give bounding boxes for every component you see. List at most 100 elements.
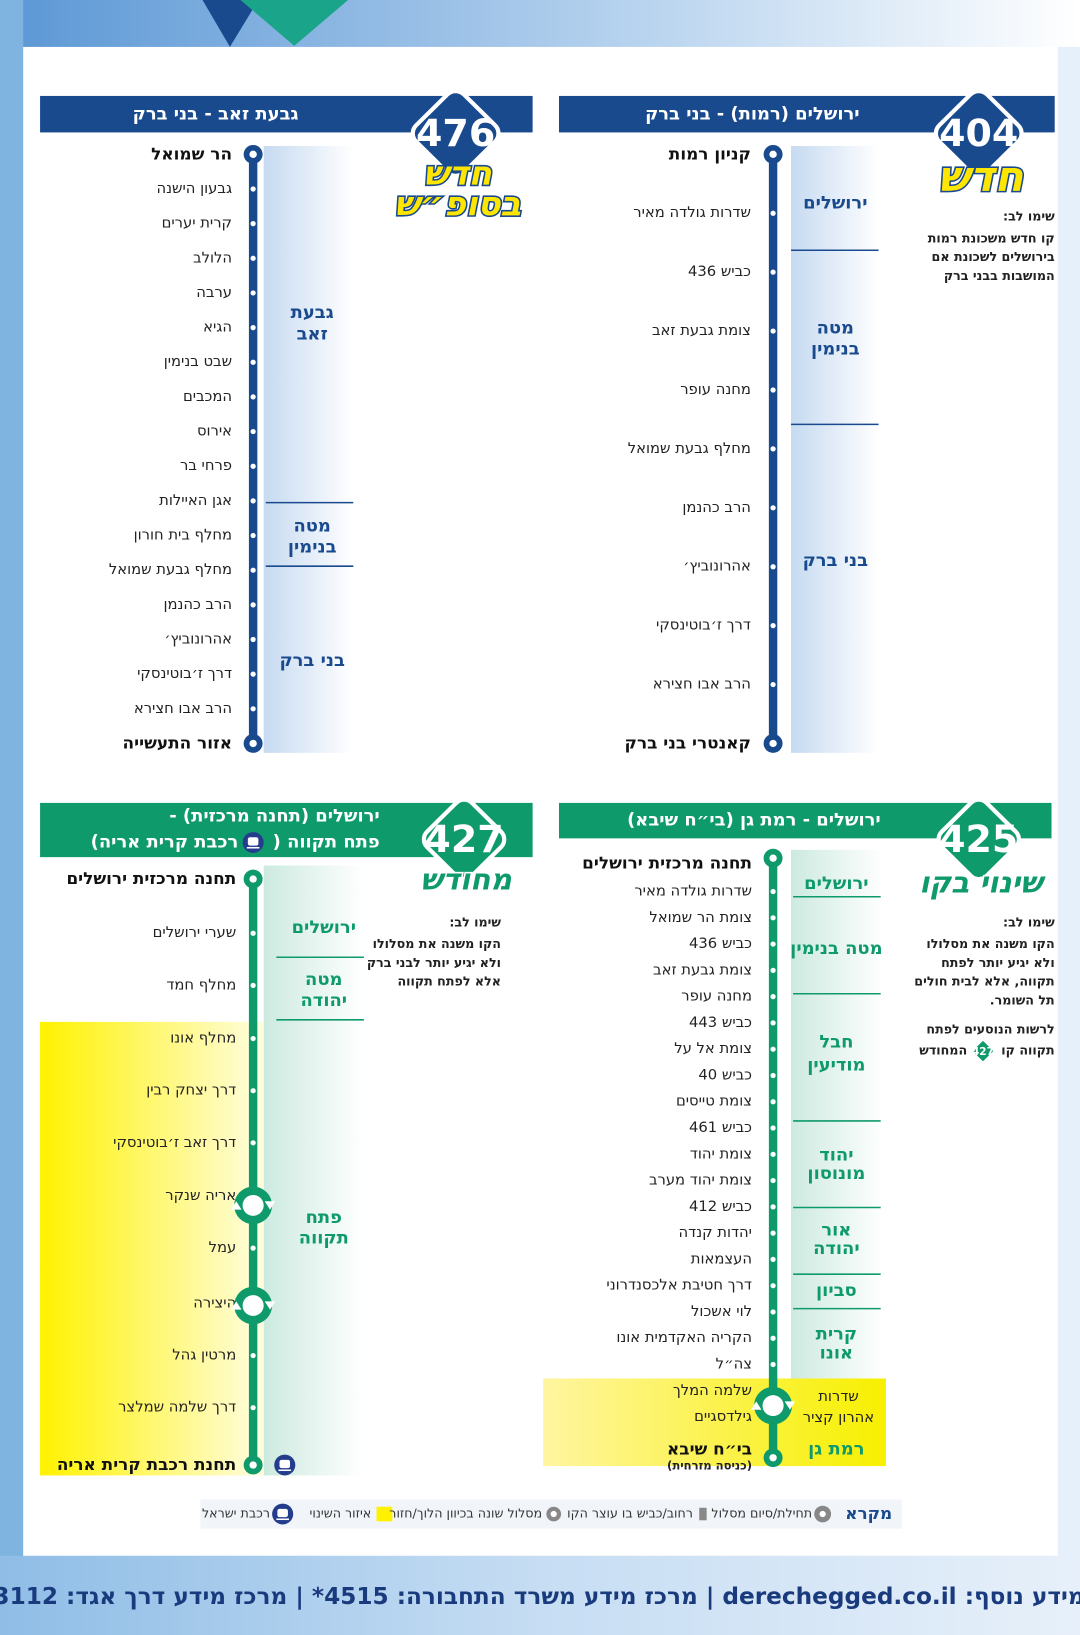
stop-marker [770,1072,776,1079]
stop-name: מחלף אונו [170,1030,236,1047]
stop-marker [250,428,256,435]
stop-marker [250,671,256,677]
badge-text: שינוי בקו [919,866,1046,900]
stop-name: צומת יהוד מערב [649,1172,752,1189]
stop-marker [770,1151,776,1157]
stop-name: מחלף בית חורון [134,527,232,544]
stop-marker [770,915,776,921]
terminal-stop: תחנה מרכזית ירושלים [66,868,236,888]
stop-name: צומת הר שמואל [649,909,752,926]
note-line: קו חדש משכונת רמות [928,230,1055,245]
note-line: תל השומר. [990,993,1055,1008]
terminal-stop: הר שמואל [151,143,232,163]
stop-marker [250,498,256,504]
stop-name: מחלף חמד [166,976,236,993]
train-icon-body [277,1508,288,1518]
stop-name: צומת יהוד [690,1145,752,1162]
note-title: שימו לב: [449,914,501,929]
change-area [543,1378,886,1467]
zone-band [263,145,354,753]
route-badge [933,89,1024,178]
stop-name: מחלף גבעת שמואל [109,561,232,578]
route-number: 476 [416,111,495,155]
zone-name: מטה [305,969,342,990]
interchange-arrow [230,1301,242,1310]
stop-name: עמל [209,1239,237,1256]
stop-name: צומת אל על [674,1040,752,1057]
stop-name: מחלף גבעת שמואל [628,440,751,457]
interchange-arrow [264,1301,276,1310]
stop-marker [770,681,776,688]
stop-marker [250,463,256,469]
legend-title: מקרא [845,1503,892,1523]
stop-marker [250,359,256,365]
route-badge [421,797,507,882]
stop-name: הגיא [203,319,232,336]
route-title: ירושלים (תחנה מרכזית) - [169,806,379,827]
stop-name: כביש 461 [689,1119,752,1136]
train-icon-body [279,1459,291,1469]
zone-name: מטה [817,318,854,339]
terminal-stop: בי״ח שיבא [667,1438,752,1458]
stop-name: דרך יצחק רבין [146,1082,236,1099]
top-band [0,0,1080,47]
legend-item: מסלול שונה בכיוון הלוך/חזור [389,1506,542,1521]
zone-name: אור [821,1219,851,1240]
zone-name: ירושלים [803,192,867,213]
stop-name: גילדסגיים [694,1408,752,1425]
legend-item: רחוב/כביש בו עוצר הקו [567,1506,693,1521]
terminal-stop: תחנה מרכזית ירושלים [582,852,752,872]
legend-icon [699,1507,707,1521]
zone-name: בנימין [811,338,860,359]
zone-name: בנימין [288,536,337,557]
stop-marker [770,564,776,570]
terminal-stop: קניון רמות [669,143,751,163]
zone-name: ירושלים [804,873,868,894]
stop-marker [770,623,776,629]
note-line: תקווה, אלא לבית חולים [914,974,1054,989]
stop-marker [250,930,256,936]
stop-marker [250,255,256,261]
note-line: ולא יגיע יותר לבני ברק [367,955,501,970]
stop-marker [770,1283,776,1289]
note-line: אלא לפתח תקווה [397,974,501,989]
terminal-stop: אזור התעשייה [123,733,232,753]
decor [240,0,349,46]
note-title: שימו לב: [1003,208,1055,223]
terminal-marker-inner [769,739,777,748]
stop-name: לוי אשכול [691,1303,752,1320]
note-line: לרשות הנוסעים לפתח [926,1022,1054,1037]
stop-name: אהרונוביץ׳ [164,631,232,648]
route-title: פתח תקווה ( [273,832,380,853]
stop-marker [250,567,256,573]
stop-marker [250,1140,256,1146]
stop-marker [250,982,256,988]
stop-name: כביש 443 [689,1014,752,1031]
terminal-marker-inner [249,150,257,158]
stop-marker [770,967,776,973]
stop-name: הרב אבו חצירא [134,700,232,717]
stop-name: המכבים [183,388,232,405]
route-number: 404 [939,111,1018,155]
zone-name: אונו [820,1343,853,1364]
stop-marker [770,269,776,275]
note-line: המחודש [919,1043,967,1058]
route-badge [936,797,1022,882]
train-icon-body [247,837,259,846]
stop-marker [770,1256,776,1263]
stop-marker [770,941,776,947]
stop-name: צה״ל [716,1356,752,1373]
zone-name: בני ברק [803,550,869,571]
stop-marker [250,706,256,712]
stop-marker [770,1099,776,1105]
stop-name: שדרות גולדה מאיר [634,883,752,900]
stop-marker [770,446,776,452]
legend-icon [550,1510,557,1518]
stop-name: צומת גבעת זאב [653,961,752,978]
legend-icon [376,1506,393,1522]
stop-name: הרב כהנמן [682,499,751,516]
legend-item: איזור השינוי [310,1506,372,1521]
legend-item: תחילת/סיום מסלול [711,1506,812,1521]
stop-marker [770,328,776,334]
